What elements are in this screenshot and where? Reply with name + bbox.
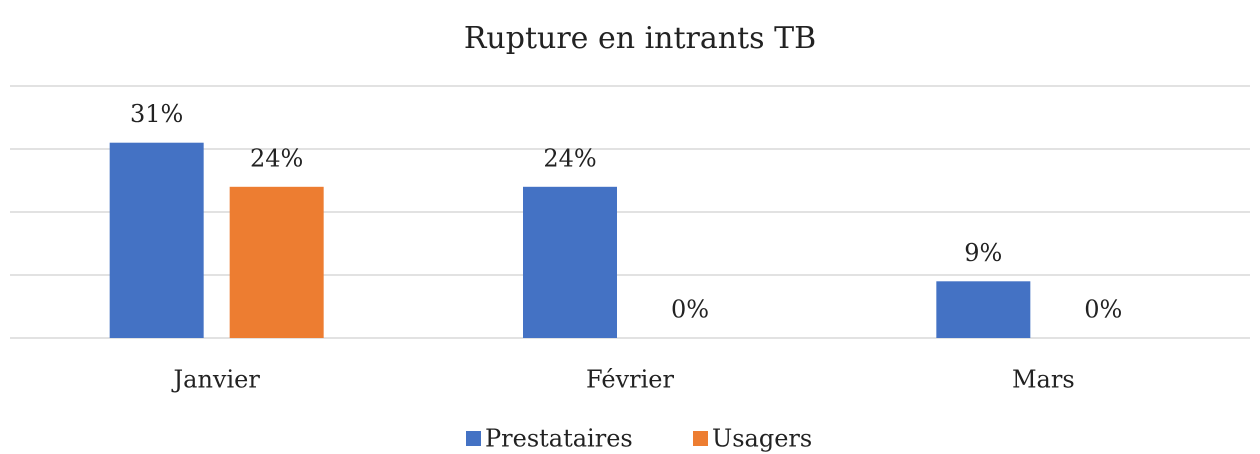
legend-label: Usagers [712, 425, 812, 453]
bar [523, 186, 617, 338]
value-label: 24% [543, 144, 596, 172]
legend-swatch [466, 431, 481, 446]
chart-title: Rupture en intrants TB [464, 21, 816, 56]
value-label: 0% [1084, 296, 1122, 324]
x-tick-label: Février [586, 366, 674, 394]
x-tick-label: Mars [1012, 366, 1075, 394]
bar [109, 142, 204, 338]
legend-label: Prestataires [485, 425, 633, 453]
bar [229, 186, 324, 338]
value-label: 0% [671, 296, 709, 324]
value-label: 31% [130, 100, 183, 128]
value-label: 9% [964, 239, 1002, 267]
legend-swatch [693, 431, 708, 446]
value-label: 24% [250, 144, 303, 172]
x-tick-label: Janvier [171, 366, 261, 394]
bar [936, 281, 1031, 338]
